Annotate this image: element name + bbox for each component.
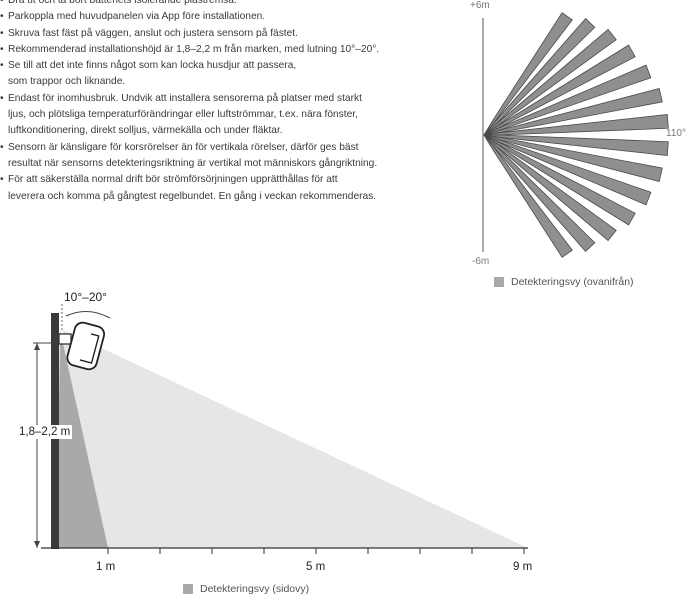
x-label-9m: 9 m [513,561,533,573]
legend-text: Detekteringsvy (sidovy) [200,583,310,595]
instruction-item: Dra ut och ta bort batteriets isolerande… [0,0,470,10]
instruction-item: Rekommenderad installationshöjd är 1,8–2… [0,42,470,59]
far-detection-zone [63,330,528,548]
motion-sensor-icon [58,321,106,371]
bottom-range-label: -6m [472,256,490,267]
installation-instructions: Dra ut och ta bort batteriets isolerande… [0,0,470,205]
arrow-down-icon [34,541,40,548]
legend-text: Detekteringsvy (ovanifrån) [511,276,634,288]
tilt-angle-arc [65,311,111,319]
legend-swatch [183,584,193,594]
x-label-1m: 1 m [96,561,116,573]
top-view-diagram [482,12,669,258]
arrow-up-icon [34,343,40,350]
angle-label: 110° [666,128,686,139]
legend-swatch [494,277,504,287]
top-view-legend: Detekteringsvy (ovanifrån) [494,276,634,288]
x-label-5m: 5 m [306,561,326,573]
tilt-angle-label: 10°–20° [64,290,107,304]
instruction-item: Sensorn är känsligare för korsrörelser ä… [0,140,470,173]
height-label: 1,8–2,2 m [17,425,73,439]
side-view-legend: Detekteringsvy (sidovy) [183,583,309,595]
detection-beams [483,12,669,258]
instruction-item: Endast för inomhusbruk. Undvik att insta… [0,91,470,140]
instruction-item: Parkoppla med huvudpanelen via App före … [0,9,470,26]
instruction-item: Se till att det inte finns något som kan… [0,58,470,91]
instruction-item: Skruva fast fäst på väggen, anslut och j… [0,26,470,43]
detection-beam [483,134,573,258]
near-detection-zone [57,330,108,548]
instruction-item: För att säkerställa normal drift bör str… [0,172,470,205]
top-range-label: +6m [470,0,490,11]
